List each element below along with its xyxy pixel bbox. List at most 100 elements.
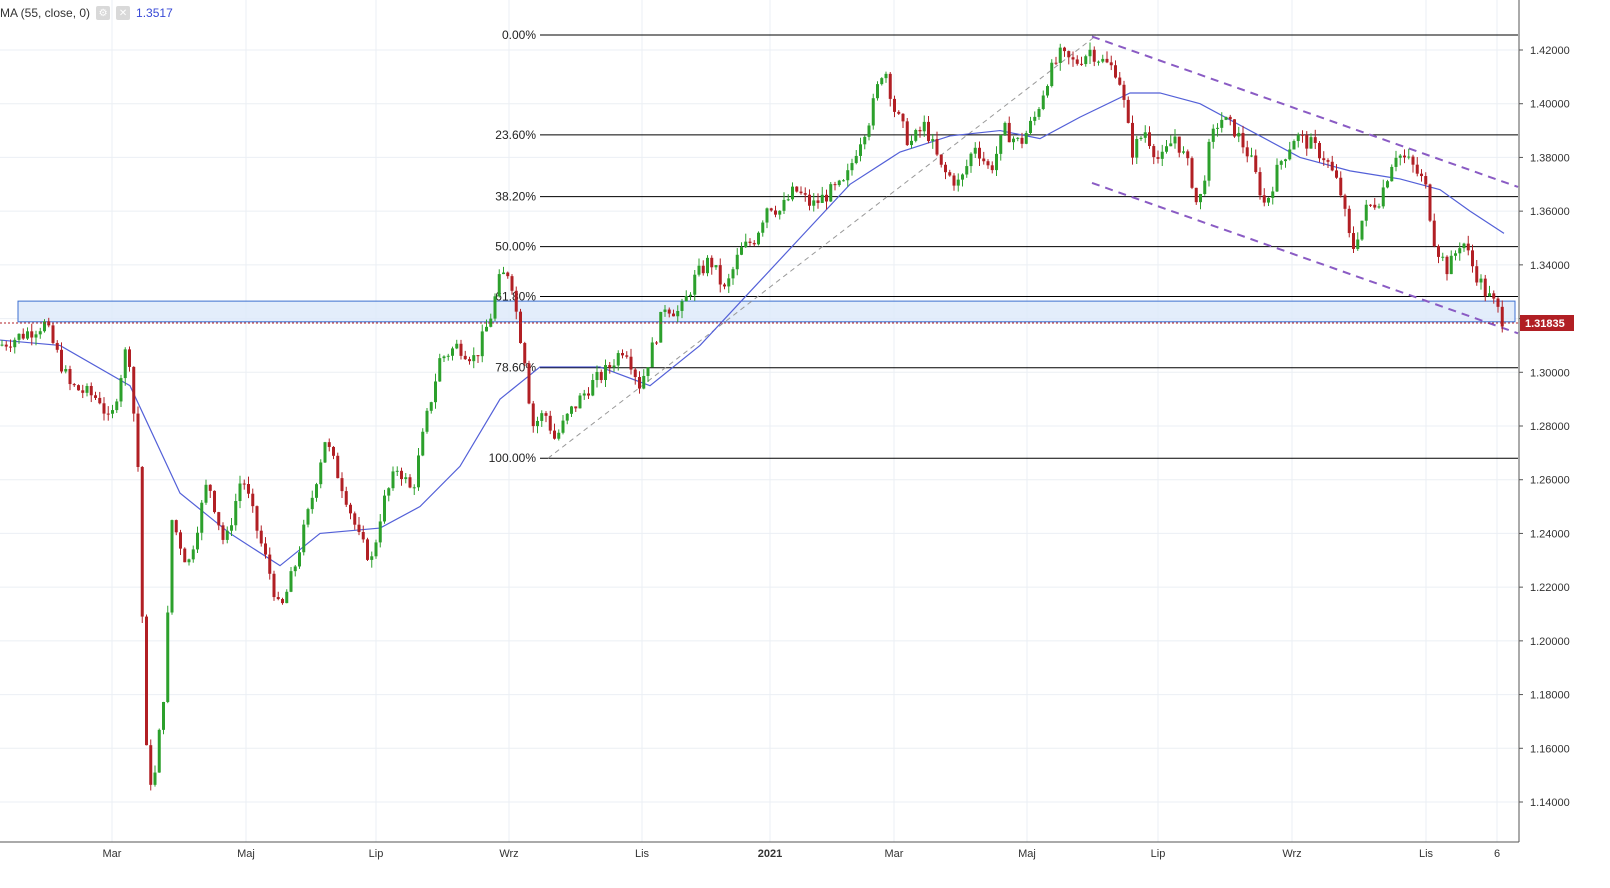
candle-body xyxy=(1271,191,1275,198)
candle-body xyxy=(98,397,102,404)
candle-body xyxy=(1407,156,1411,158)
candle-body xyxy=(689,294,692,296)
candle-body xyxy=(859,144,862,156)
candle-body xyxy=(480,331,484,357)
candle-body xyxy=(1496,298,1500,307)
y-tick-label: 1.28000 xyxy=(1530,421,1570,433)
candle-body xyxy=(43,321,46,332)
candle-body xyxy=(476,355,480,357)
candle-body xyxy=(153,772,157,785)
candle-body xyxy=(1033,116,1037,121)
candle-body xyxy=(782,199,786,211)
candle-body xyxy=(1360,220,1364,240)
candle-body xyxy=(344,491,348,505)
axes: Mar Maj Lip Wrz Lis 2021 Mar Maj Lip Wrz Lis 6 1.420… xyxy=(0,0,1570,860)
candle-body xyxy=(451,348,454,356)
candle-body xyxy=(616,353,620,366)
candle-body xyxy=(1390,166,1394,182)
candle-body xyxy=(1479,278,1483,283)
candle-body xyxy=(680,301,684,311)
candle-body xyxy=(1420,173,1423,177)
candle-body xyxy=(939,154,943,165)
candle-body xyxy=(1326,160,1330,162)
candle-body xyxy=(1262,195,1266,203)
candle-body xyxy=(213,490,216,513)
x-tick-label: Lis xyxy=(635,848,650,860)
candle-body xyxy=(1250,155,1253,157)
candle-body xyxy=(570,406,573,414)
candle-body xyxy=(238,483,242,502)
candle-body xyxy=(531,403,535,427)
candle-body xyxy=(395,470,399,472)
candle-body xyxy=(833,184,837,186)
candle-body xyxy=(140,466,144,617)
candle-body xyxy=(718,265,722,285)
y-tick-label: 1.34000 xyxy=(1530,260,1570,272)
candle-body xyxy=(604,365,607,381)
candle-body xyxy=(548,415,552,431)
candle-body xyxy=(1233,119,1236,137)
candle-body xyxy=(196,532,199,550)
candle-body xyxy=(225,530,229,540)
candle-body xyxy=(829,184,833,202)
candle-body xyxy=(1101,58,1105,62)
candle-body xyxy=(510,276,514,291)
y-tick-label: 1.30000 xyxy=(1530,367,1570,379)
candle-body xyxy=(557,432,561,439)
candle-body xyxy=(523,343,527,364)
candle-body xyxy=(693,274,697,295)
gear-icon[interactable]: ⚙ xyxy=(96,6,111,20)
candle-body xyxy=(183,548,187,563)
candle-body xyxy=(1483,278,1487,297)
candles xyxy=(0,42,1504,791)
candle-body xyxy=(1075,59,1079,64)
candle-body xyxy=(812,200,816,206)
candle-body xyxy=(1335,170,1338,178)
candle-body xyxy=(1071,57,1075,60)
candle-body xyxy=(1186,151,1190,159)
candle-body xyxy=(242,483,246,485)
candle-body xyxy=(952,175,956,186)
candle-body xyxy=(353,513,357,525)
candle-body xyxy=(1037,109,1041,117)
candle-body xyxy=(119,378,123,402)
candle-body xyxy=(1241,132,1245,148)
candle-body xyxy=(1441,256,1445,258)
candle-body xyxy=(638,377,641,389)
candle-body xyxy=(157,729,161,773)
y-tick-label: 1.16000 xyxy=(1530,743,1570,755)
candle-body xyxy=(323,442,327,463)
candle-body xyxy=(599,371,603,381)
candle-body xyxy=(1190,158,1194,188)
candle-body xyxy=(1364,204,1368,221)
candle-body xyxy=(774,210,777,215)
candle-body xyxy=(1462,243,1466,249)
candle-body xyxy=(1067,51,1071,58)
candle-body xyxy=(1041,95,1045,110)
price-tag-box xyxy=(1520,315,1574,332)
candle-body xyxy=(1411,156,1415,165)
candle-body xyxy=(961,174,964,180)
x-tick-label: Wrz xyxy=(499,848,518,860)
candle-body xyxy=(527,363,531,404)
candle-body xyxy=(744,241,748,248)
candle-body xyxy=(867,125,871,137)
candle-body xyxy=(1330,161,1334,171)
candle-body xyxy=(336,455,340,479)
candle-body xyxy=(179,532,182,549)
y-tick-label: 1.42000 xyxy=(1530,45,1570,57)
candle-body xyxy=(1475,266,1479,283)
candle-body xyxy=(268,554,272,574)
candle-body xyxy=(1437,246,1440,257)
candle-body xyxy=(514,290,518,312)
candle-body xyxy=(1054,62,1058,64)
candle-body xyxy=(1156,157,1160,159)
candle-body xyxy=(905,121,909,146)
candle-body xyxy=(1394,157,1398,167)
candle-body xyxy=(1301,134,1304,136)
candle-body xyxy=(931,139,935,142)
close-icon[interactable]: ✕ xyxy=(116,6,131,20)
candle-body xyxy=(489,318,493,327)
